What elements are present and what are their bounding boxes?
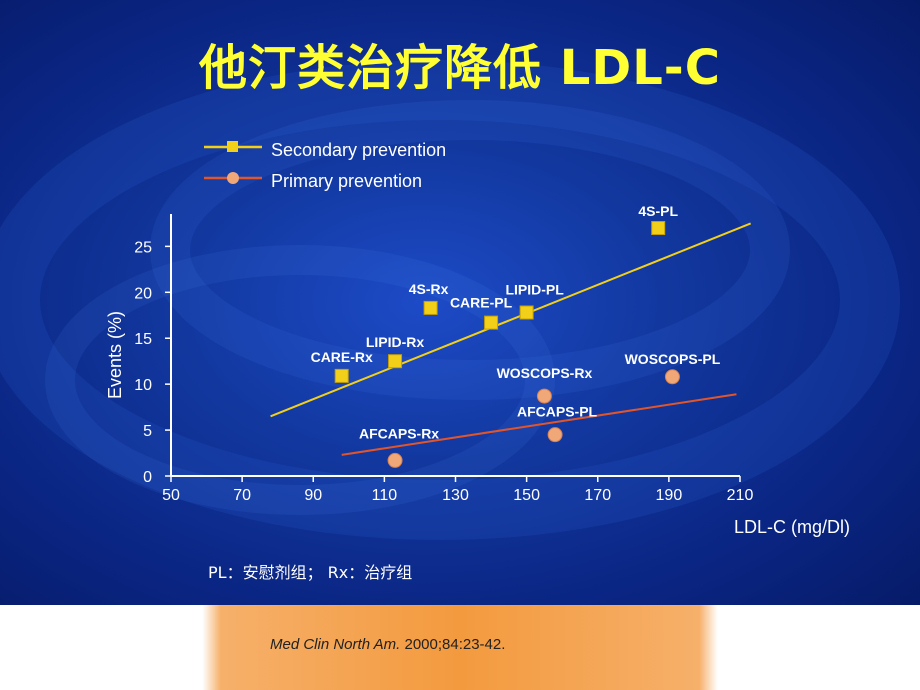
marker-primary — [387, 452, 403, 468]
y-tick-label: 15 — [134, 331, 152, 348]
citation: Med Clin North Am. 2000;84:23-42. — [270, 636, 505, 653]
x-tick-label: 190 — [656, 487, 683, 504]
x-tick-label: 170 — [584, 487, 611, 504]
marker-secondary — [388, 354, 403, 369]
legend-marker-primary — [227, 172, 239, 184]
legend-label-primary: Primary prevention — [271, 171, 422, 191]
x-axis-label: LDL-C (mg/Dl) — [734, 517, 850, 537]
point-label: 4S-PL — [638, 203, 678, 219]
marker-secondary — [484, 315, 499, 330]
marker-primary — [547, 427, 563, 443]
marker-secondary — [651, 221, 666, 235]
x-tick-label: 70 — [233, 487, 251, 504]
citation-journal: Med Clin North Am. — [270, 636, 401, 653]
point-label: CARE-Rx — [311, 349, 373, 365]
point-label: 4S-Rx — [409, 281, 449, 297]
marker-secondary — [423, 300, 438, 315]
y-axis-label: Events (%) — [105, 311, 125, 399]
y-tick-label: 10 — [134, 377, 152, 394]
citation-detail: 2000;84:23-42. — [400, 636, 506, 653]
point-label: LIPID-PL — [505, 282, 564, 298]
point-label: AFCAPS-PL — [517, 404, 598, 420]
x-tick-label: 130 — [442, 487, 469, 504]
point-label: WOSCOPS-PL — [625, 351, 721, 367]
y-tick-label: 5 — [143, 423, 152, 440]
y-tick-label: 0 — [143, 469, 152, 486]
point-label: AFCAPS-Rx — [359, 425, 439, 441]
y-tick-label: 20 — [134, 285, 152, 302]
legend-marker-secondary — [227, 141, 238, 152]
footnote: PL：安慰剂组； Rx：治疗组 — [208, 563, 413, 582]
marker-primary — [664, 369, 680, 385]
marker-secondary — [334, 368, 349, 383]
x-tick-label: 90 — [304, 487, 322, 504]
marker-primary — [536, 388, 552, 404]
trendline-primary — [341, 393, 737, 456]
trendline-secondary — [270, 222, 752, 418]
x-tick-label: 110 — [372, 487, 398, 504]
marker-secondary — [519, 305, 534, 320]
point-label: CARE-PL — [450, 295, 513, 311]
point-label: LIPID-Rx — [366, 334, 425, 350]
x-tick-label: 150 — [513, 487, 540, 504]
y-tick-label: 25 — [134, 239, 152, 256]
x-tick-label: 50 — [162, 487, 180, 504]
legend-label-secondary: Secondary prevention — [271, 140, 446, 160]
ldl-events-chart: 0 5 10 15 20 25 50 70 90 110 130 150 170 190 210 LDL-C … — [105, 140, 850, 537]
slide-title: 他汀类治疗降低 LDL-C — [199, 40, 721, 96]
point-label: WOSCOPS-Rx — [497, 365, 593, 381]
bottom-band — [0, 605, 920, 690]
x-tick-label: 210 — [727, 487, 754, 504]
